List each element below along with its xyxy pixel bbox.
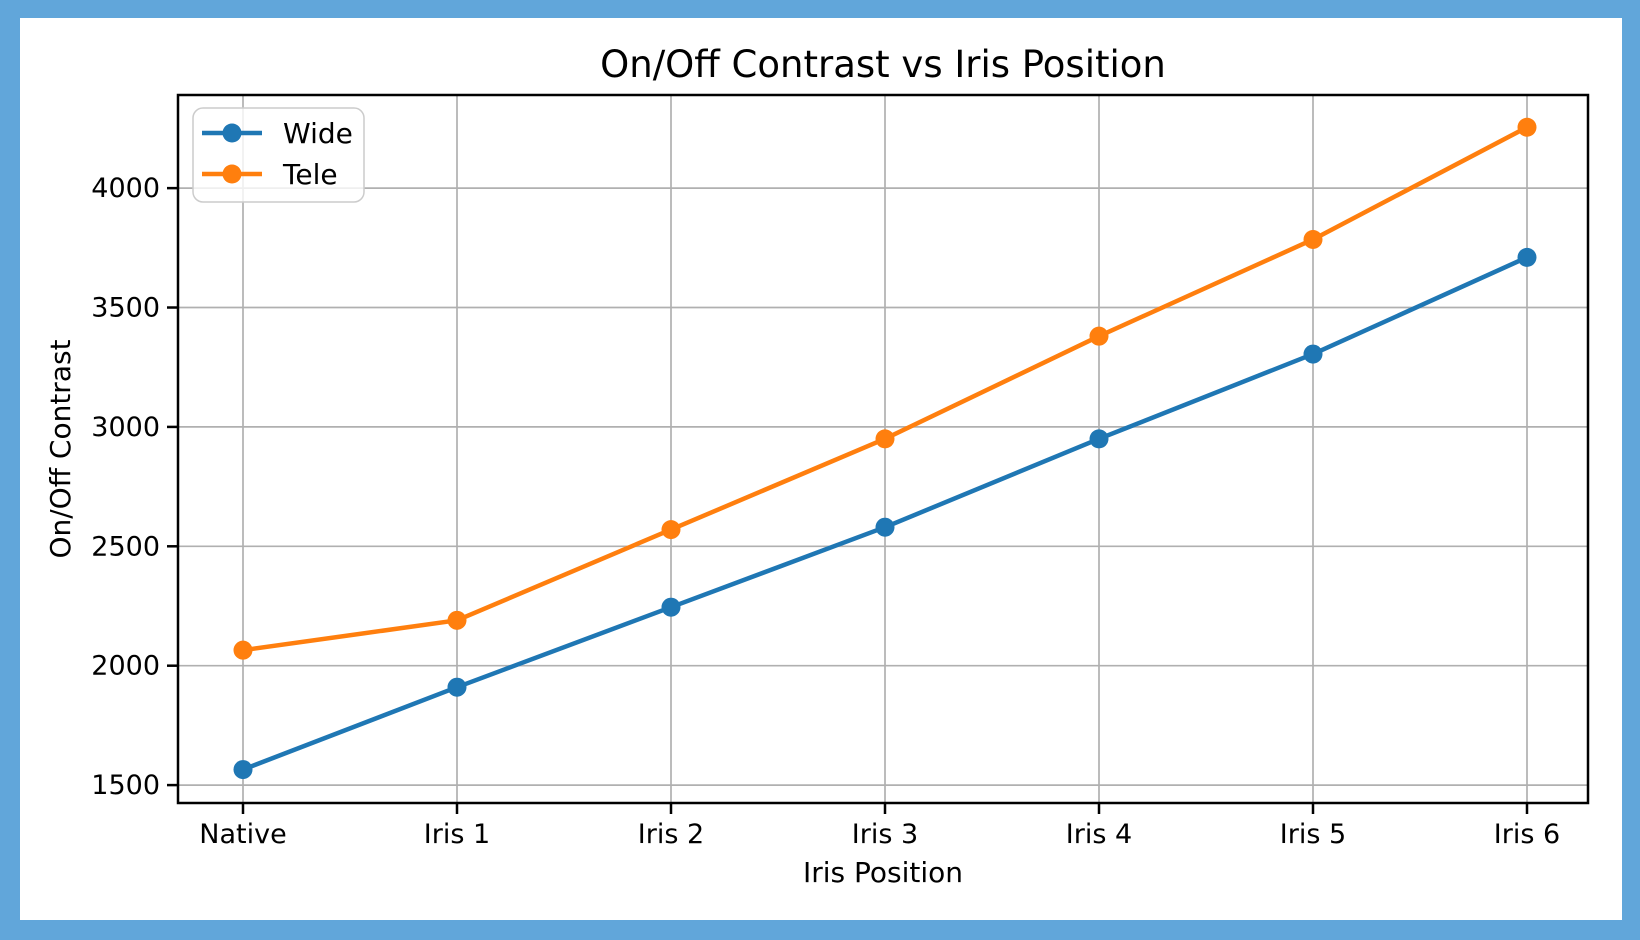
series-layer — [233, 117, 1537, 780]
chart-title: On/Off Contrast vs Iris Position — [600, 43, 1166, 86]
x-tick-label: Native — [199, 819, 286, 850]
series-point-tele — [1303, 229, 1323, 249]
y-tick-label: 3000 — [91, 412, 160, 443]
series-point-tele — [875, 429, 895, 449]
series-point-wide — [233, 760, 253, 780]
series-point-tele — [233, 640, 253, 660]
x-tick-label: Iris 1 — [424, 819, 490, 850]
series-point-tele — [447, 610, 467, 630]
legend-label-tele: Tele — [282, 158, 338, 191]
x-tick-label: Iris 5 — [1280, 819, 1346, 850]
series-point-wide — [1517, 247, 1537, 267]
series-point-wide — [1089, 429, 1109, 449]
series-point-tele — [661, 520, 681, 540]
plot-border — [176, 93, 1590, 805]
y-tick-label: 2500 — [91, 531, 160, 562]
legend-label-wide: Wide — [283, 117, 353, 150]
x-tick-label: Iris 3 — [852, 819, 918, 850]
x-axis-label: Iris Position — [803, 856, 963, 889]
x-tick-label: Iris 6 — [1494, 819, 1560, 850]
series-point-wide — [447, 677, 467, 697]
y-tick-label: 3500 — [91, 293, 160, 324]
legend-sample-marker-tele — [222, 164, 242, 184]
y-tick-label: 4000 — [91, 173, 160, 204]
y-axis-label: On/Off Contrast — [44, 339, 77, 558]
series-point-tele — [1089, 326, 1109, 346]
y-tick-label: 1500 — [91, 770, 160, 801]
tick-labels: Native Iris 1 Iris 2 Iris 3 Iris 4 Iris 5 Iris… — [91, 173, 1560, 850]
legend-sample-marker-wide — [222, 123, 242, 143]
axis-ticks — [167, 186, 1529, 814]
series-point-tele — [1517, 117, 1537, 137]
legend: Wide Tele — [192, 107, 365, 203]
grid — [178, 95, 1588, 803]
x-tick-label: Iris 4 — [1066, 819, 1132, 850]
series-point-wide — [1303, 344, 1323, 364]
y-tick-label: 2000 — [91, 651, 160, 682]
x-tick-label: Iris 2 — [638, 819, 704, 850]
series-point-wide — [875, 517, 895, 537]
series-point-wide — [661, 597, 681, 617]
